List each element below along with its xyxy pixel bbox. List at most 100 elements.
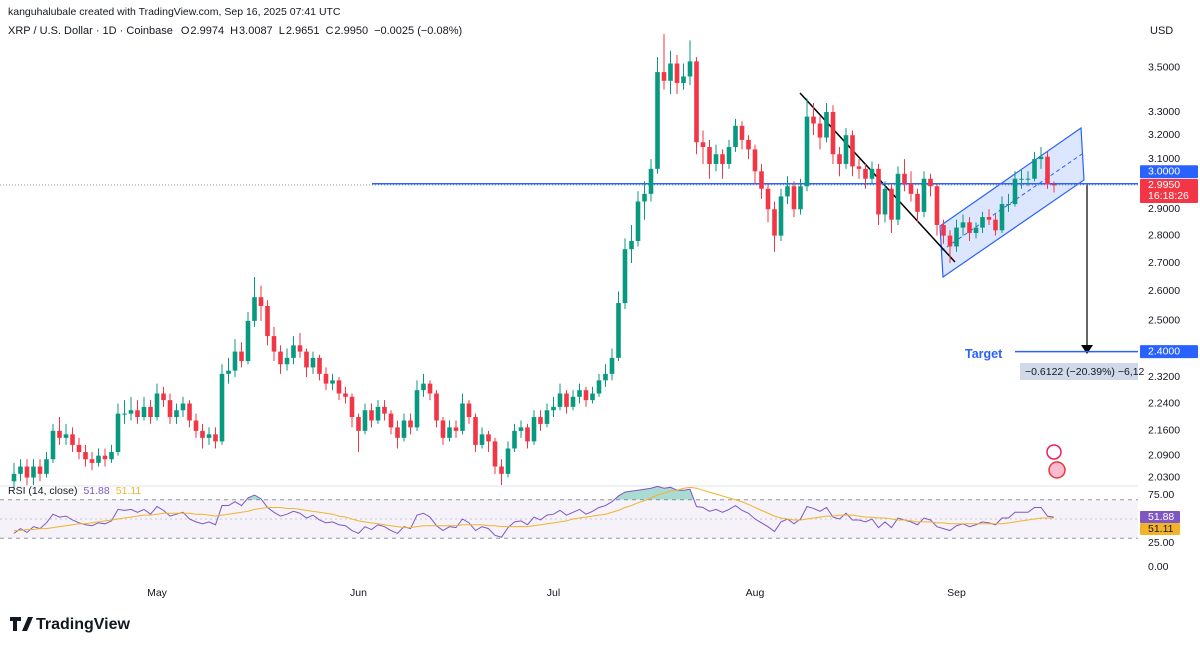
candle-body: [1025, 178, 1031, 180]
level-badge: [1140, 165, 1198, 179]
y-tick-label: 3.2000: [1148, 129, 1180, 141]
ohlc-key: L: [279, 25, 285, 37]
candle-body: [154, 393, 160, 418]
currency: USD: [1150, 25, 1173, 37]
candle-body: [434, 393, 439, 421]
candle-body: [24, 466, 30, 478]
candle-body: [96, 455, 101, 463]
candle-body: [993, 219, 998, 231]
candle-body: [310, 357, 316, 368]
measure-label: −0.6122 (−20.39%) −6,12: [1025, 366, 1145, 378]
candle-body: [583, 390, 589, 401]
candle-body: [902, 173, 907, 184]
rsi-badge: [1140, 523, 1180, 535]
candle-body: [616, 303, 621, 358]
candle-body: [193, 420, 199, 431]
candle-body: [70, 434, 75, 445]
candle-body: [44, 459, 49, 474]
rsi-value: 51.11: [116, 485, 142, 497]
candle-body: [486, 434, 491, 442]
level-label: 3.0000: [1148, 166, 1180, 178]
rsi-badge-label: 51.11: [1148, 523, 1174, 535]
candle-body: [226, 370, 231, 374]
candle-body: [531, 417, 537, 442]
candle-body: [63, 434, 69, 438]
candle-body: [174, 410, 179, 418]
candle-body: [798, 186, 803, 210]
candle-body: [297, 345, 303, 352]
candle-body: [954, 227, 959, 247]
candle-body: [473, 417, 478, 445]
channel-midline: [940, 153, 1083, 252]
credit: kanguhalubale created with TradingView.c…: [8, 6, 341, 18]
candle-body: [973, 227, 979, 233]
candle-body: [161, 393, 166, 401]
candle-body: [642, 193, 647, 202]
candle-body: [375, 406, 381, 421]
candle-body: [1032, 159, 1037, 179]
candle-body: [596, 380, 602, 394]
ohlc-value: 3.0087: [239, 25, 273, 37]
candle-body: [200, 430, 205, 438]
event-icon[interactable]: [1046, 444, 1062, 460]
symbol-title: XRP / U.S. Dollar · 1D · Coinbase: [8, 25, 173, 37]
candle-body: [707, 147, 712, 164]
ohlc-value: 2.9974: [190, 25, 224, 37]
candle-body: [1038, 156, 1044, 160]
candle-body: [733, 125, 738, 148]
candle-body: [304, 351, 309, 368]
candle-body: [18, 466, 23, 474]
candle-body: [622, 249, 628, 304]
candle-body: [466, 403, 472, 418]
candle-body: [525, 427, 530, 442]
candle-body: [603, 373, 608, 381]
candle-body: [960, 222, 966, 228]
rsi-tick-label: 75.00: [1148, 489, 1174, 501]
candle-body: [687, 61, 693, 77]
candle-body: [804, 116, 810, 187]
candle-body: [362, 410, 368, 431]
candle-body: [1019, 178, 1024, 180]
candle-body: [551, 406, 556, 411]
candle-body: [440, 420, 446, 438]
candle-body: [811, 116, 816, 124]
candle-body: [330, 380, 335, 384]
candle-body: [109, 452, 114, 460]
candle-body: [947, 235, 953, 247]
event-icon[interactable]: [1048, 461, 1066, 479]
x-tick-label: Sep: [947, 587, 966, 599]
ohlc-value: 2.9651: [286, 25, 320, 37]
candle-body: [460, 403, 465, 431]
candle-body: [219, 373, 225, 442]
candle-body: [349, 396, 355, 418]
candle-body: [336, 380, 342, 394]
rsi-value: 51.88: [83, 485, 109, 497]
last-price-label: 2.9950: [1148, 179, 1180, 191]
x-tick-label: May: [147, 587, 168, 599]
candle-body: [31, 466, 36, 478]
candle-body: [895, 173, 901, 220]
y-tick-label: 2.2400: [1148, 397, 1180, 409]
candle-body: [518, 427, 524, 431]
candle-body: [258, 297, 264, 306]
candle-body: [50, 430, 56, 460]
candle-body: [726, 147, 732, 164]
candle-body: [499, 466, 504, 474]
candle-body: [785, 186, 790, 197]
candle-body: [232, 351, 238, 371]
candle-body: [343, 393, 348, 397]
price-badge: [1140, 178, 1198, 203]
candle-body: [720, 154, 725, 164]
y-tick-label: 2.5000: [1148, 315, 1180, 327]
candle-body: [187, 403, 192, 421]
candle-body: [1012, 178, 1018, 205]
rsi-line: [13, 485, 1055, 538]
candle-body: [11, 473, 17, 482]
candle-body: [180, 403, 186, 411]
candle-body: [681, 76, 686, 83]
logo: TradingView: [36, 616, 131, 633]
level-label: 2.4000: [1148, 345, 1180, 357]
candle-body: [505, 448, 511, 474]
